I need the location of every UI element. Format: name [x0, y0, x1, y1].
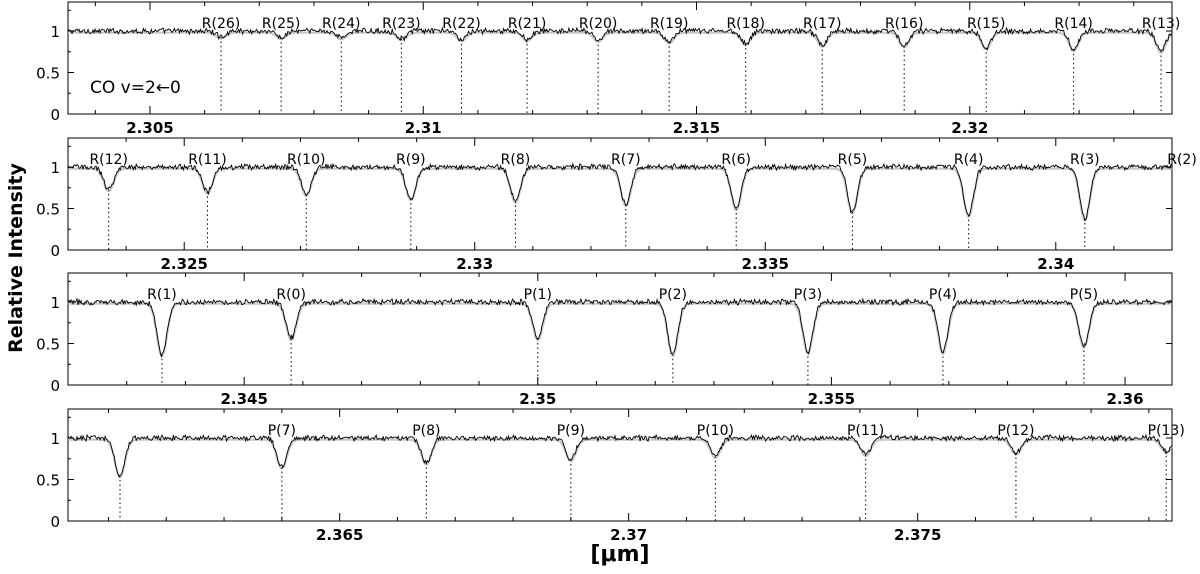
line-label: R(18) [726, 16, 764, 32]
y-tick-label: 0 [50, 513, 60, 531]
line-label: R(6) [721, 152, 751, 168]
y-tick-label: 1 [50, 159, 60, 177]
line-label: R(11) [188, 152, 226, 168]
x-tick-label: 2.33 [456, 255, 493, 273]
line-label: R(15) [967, 16, 1005, 32]
line-label: R(16) [885, 16, 923, 32]
line-label: R(22) [442, 16, 480, 32]
line-label: R(7) [611, 152, 641, 168]
y-tick-label: 0 [50, 377, 60, 395]
y-tick-label: 0.5 [36, 472, 60, 490]
line-label: R(24) [322, 16, 360, 32]
spectrum-panel: 0 0.5 1 2.345 2.35 2.355 2.36 R(1) R(0) P(1) P(2) P… [36, 272, 1173, 408]
line-label: P(5) [1070, 287, 1098, 303]
line-label: R(0) [276, 287, 306, 303]
y-tick-label: 1 [50, 430, 60, 448]
line-label: P(3) [794, 287, 822, 303]
line-label: R(14) [1054, 16, 1092, 32]
line-label: R(12) [89, 152, 127, 168]
line-label: R(1) [147, 287, 177, 303]
y-tick-label: 0 [50, 242, 60, 260]
x-tick-label: 2.305 [126, 119, 173, 137]
x-tick-label: 2.345 [220, 390, 267, 408]
x-tick-label: 2.315 [673, 119, 720, 137]
line-label: R(23) [382, 16, 420, 32]
y-tick-label: 0.5 [36, 65, 60, 83]
line-label: R(17) [803, 16, 841, 32]
line-label: R(20) [579, 16, 617, 32]
observed-spectrum [67, 26, 1173, 52]
line-label: R(10) [287, 152, 325, 168]
panel-frame [67, 1, 1173, 115]
line-label: P(9) [557, 423, 585, 439]
line-label: P(11) [847, 423, 884, 439]
y-axis-label: Relative Intensity [5, 163, 27, 353]
observed-spectrum [67, 433, 1173, 478]
y-tick-label: 1 [50, 23, 60, 41]
x-tick-label: 2.325 [160, 255, 207, 273]
x-tick-label: 2.31 [405, 119, 442, 137]
line-label: R(25) [262, 16, 300, 32]
observed-spectrum [67, 297, 1173, 358]
x-axis-label: [μm] [590, 542, 649, 567]
line-label: P(13) [1148, 423, 1185, 439]
line-label: R(4) [954, 152, 984, 168]
line-label: P(8) [412, 423, 440, 439]
line-label: R(19) [650, 16, 688, 32]
line-label: R(26) [202, 16, 240, 32]
species-annotation: CO v=2←0 [90, 78, 181, 98]
line-label: R(21) [508, 16, 546, 32]
y-tick-label: 1 [50, 294, 60, 312]
model-spectrum [68, 31, 1173, 54]
observed-spectrum [67, 162, 1173, 222]
x-tick-label: 2.375 [894, 526, 941, 544]
line-label: P(7) [268, 423, 296, 439]
x-tick-label: 2.32 [951, 119, 988, 137]
x-tick-label: 2.34 [1037, 255, 1074, 273]
x-tick-label: 2.335 [742, 255, 789, 273]
spectrum-panel: 0 0.5 1 2.365 2.37 2.375 P(7) P(8) P(9) P(10) P(11… [36, 408, 1185, 544]
spectrum-panel: 0 0.5 1 2.325 2.33 2.335 2.34 R(12) R(11) R(10) R(… [36, 137, 1197, 273]
line-label: R(5) [838, 152, 868, 168]
model-spectrum [68, 302, 1172, 358]
x-tick-label: 2.36 [1107, 390, 1144, 408]
panel-frame [67, 408, 1173, 522]
x-tick-label: 2.365 [316, 526, 363, 544]
y-tick-label: 0 [50, 106, 60, 124]
model-spectrum [68, 167, 1172, 222]
line-label: R(3) [1070, 152, 1100, 168]
x-tick-label: 2.37 [610, 526, 647, 544]
spectrum-panel: 0 0.5 1 2.305 2.31 2.315 2.32 R(26) R(25) R(24) R(… [36, 1, 1180, 137]
y-tick-label: 0.5 [36, 201, 60, 219]
x-tick-label: 2.355 [808, 390, 855, 408]
spectrum-panels: 0 0.5 1 2.305 2.31 2.315 2.32 R(26) R(25) R(24) R(… [36, 1, 1197, 544]
y-tick-label: 0.5 [36, 336, 60, 354]
line-label: P(10) [697, 423, 734, 439]
line-label: R(13) [1142, 16, 1180, 32]
line-label: R(8) [501, 152, 531, 168]
line-label: R(2) [1167, 152, 1197, 168]
model-spectrum [68, 438, 1173, 479]
line-label: P(2) [659, 287, 687, 303]
x-tick-label: 2.35 [519, 390, 556, 408]
line-label: P(4) [929, 287, 957, 303]
panel-frame [67, 272, 1173, 386]
line-label: R(9) [396, 152, 426, 168]
line-label: P(12) [997, 423, 1034, 439]
panel-frame [67, 137, 1173, 251]
line-label: P(1) [524, 287, 552, 303]
